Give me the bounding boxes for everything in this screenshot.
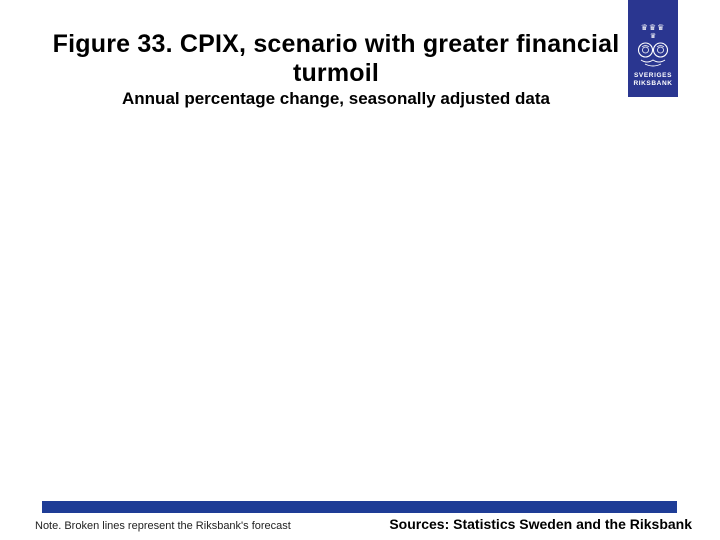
title-line-2: turmoil [292,59,380,87]
riksbank-crest-icon: ♛♛♛ ♛ [637,23,669,67]
chart-area [42,120,677,495]
footer-row: Note. Broken lines represent the Riksban… [35,516,692,532]
riksbank-logo: ♛♛♛ ♛ SVERIGES RIKSBANK [628,0,678,97]
footer-divider-bar [42,501,677,513]
svg-text:♛♛♛: ♛♛♛ [641,23,666,32]
note-text: Note. Broken lines represent the Riksban… [35,520,291,532]
page-title: Figure 33. CPIX, scenario with greater f… [36,30,636,88]
title-line-1: Figure 33. CPIX, scenario with greater f… [52,30,620,58]
sources-text: Sources: Statistics Sweden and the Riksb… [389,516,692,532]
logo-text-riksbank: RIKSBANK [633,80,673,87]
svg-text:♛: ♛ [650,32,656,40]
page-subtitle: Annual percentage change, seasonally adj… [122,89,550,108]
logo-text-sveriges: SVERIGES [633,72,673,79]
